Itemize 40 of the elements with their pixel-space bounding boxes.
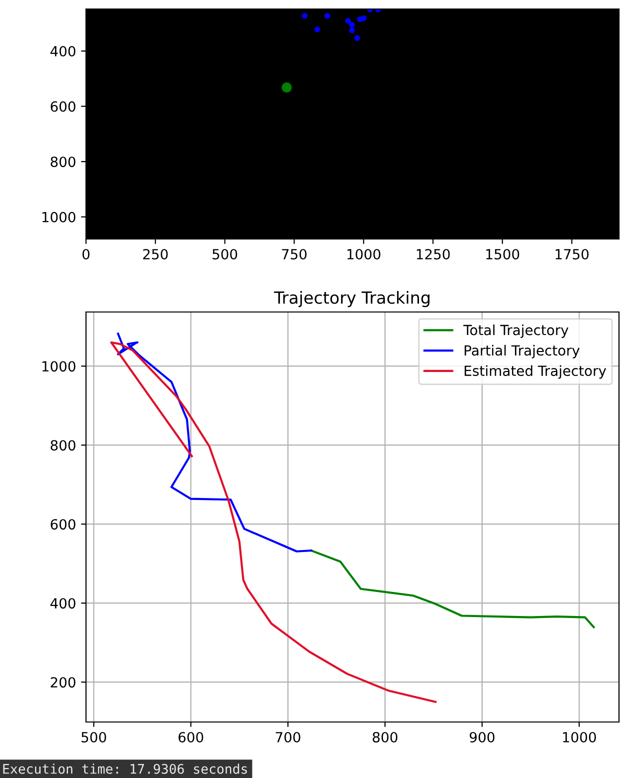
y-tick-label: 1000 [42, 212, 76, 222]
legend-label: Total Trajectory [463, 324, 568, 338]
x-tick-label: 1250 [416, 248, 450, 260]
point [324, 13, 330, 19]
x-tick-label: 1000 [563, 732, 596, 742]
x-tick-label: 250 [143, 248, 168, 260]
point [349, 22, 355, 28]
x-tick-label: 700 [276, 732, 300, 742]
point [360, 15, 367, 22]
line-series [116, 332, 312, 552]
x-tick-label: 1000 [347, 248, 380, 260]
point [349, 27, 355, 34]
y-tick-label: 800 [50, 156, 76, 168]
point [314, 26, 320, 32]
line-series [110, 341, 437, 703]
x-tick-label: 900 [470, 732, 494, 742]
x-tick-label: 500 [212, 248, 238, 260]
x-tick-label: 1500 [486, 248, 520, 260]
line-series [310, 550, 595, 628]
point [345, 18, 351, 24]
y-tick-label: 800 [50, 440, 76, 451]
y-tick-label: 600 [50, 101, 76, 112]
x-tick-label: 0 [82, 248, 90, 260]
y-tick-label: 1000 [42, 361, 76, 372]
x-tick-label: 750 [282, 248, 307, 260]
legend-label: Estimated Trajectory [464, 365, 606, 379]
chart-title: Trajectory Tracking [274, 291, 430, 308]
x-tick-label: 800 [372, 732, 398, 742]
x-tick-label: 600 [178, 732, 204, 742]
x-tick-label: 1750 [556, 248, 589, 260]
y-tick-label: 200 [50, 677, 76, 688]
text: Execution time: 17.9306 seconds [3, 764, 247, 774]
point [282, 82, 292, 93]
x-tick-label: 500 [82, 732, 106, 742]
legend-label: Partial Trajectory [464, 344, 580, 358]
y-tick-label: 400 [50, 46, 76, 56]
point [354, 35, 360, 41]
y-tick-label: 400 [50, 598, 76, 609]
point [302, 13, 308, 19]
y-tick-label: 600 [50, 519, 76, 530]
